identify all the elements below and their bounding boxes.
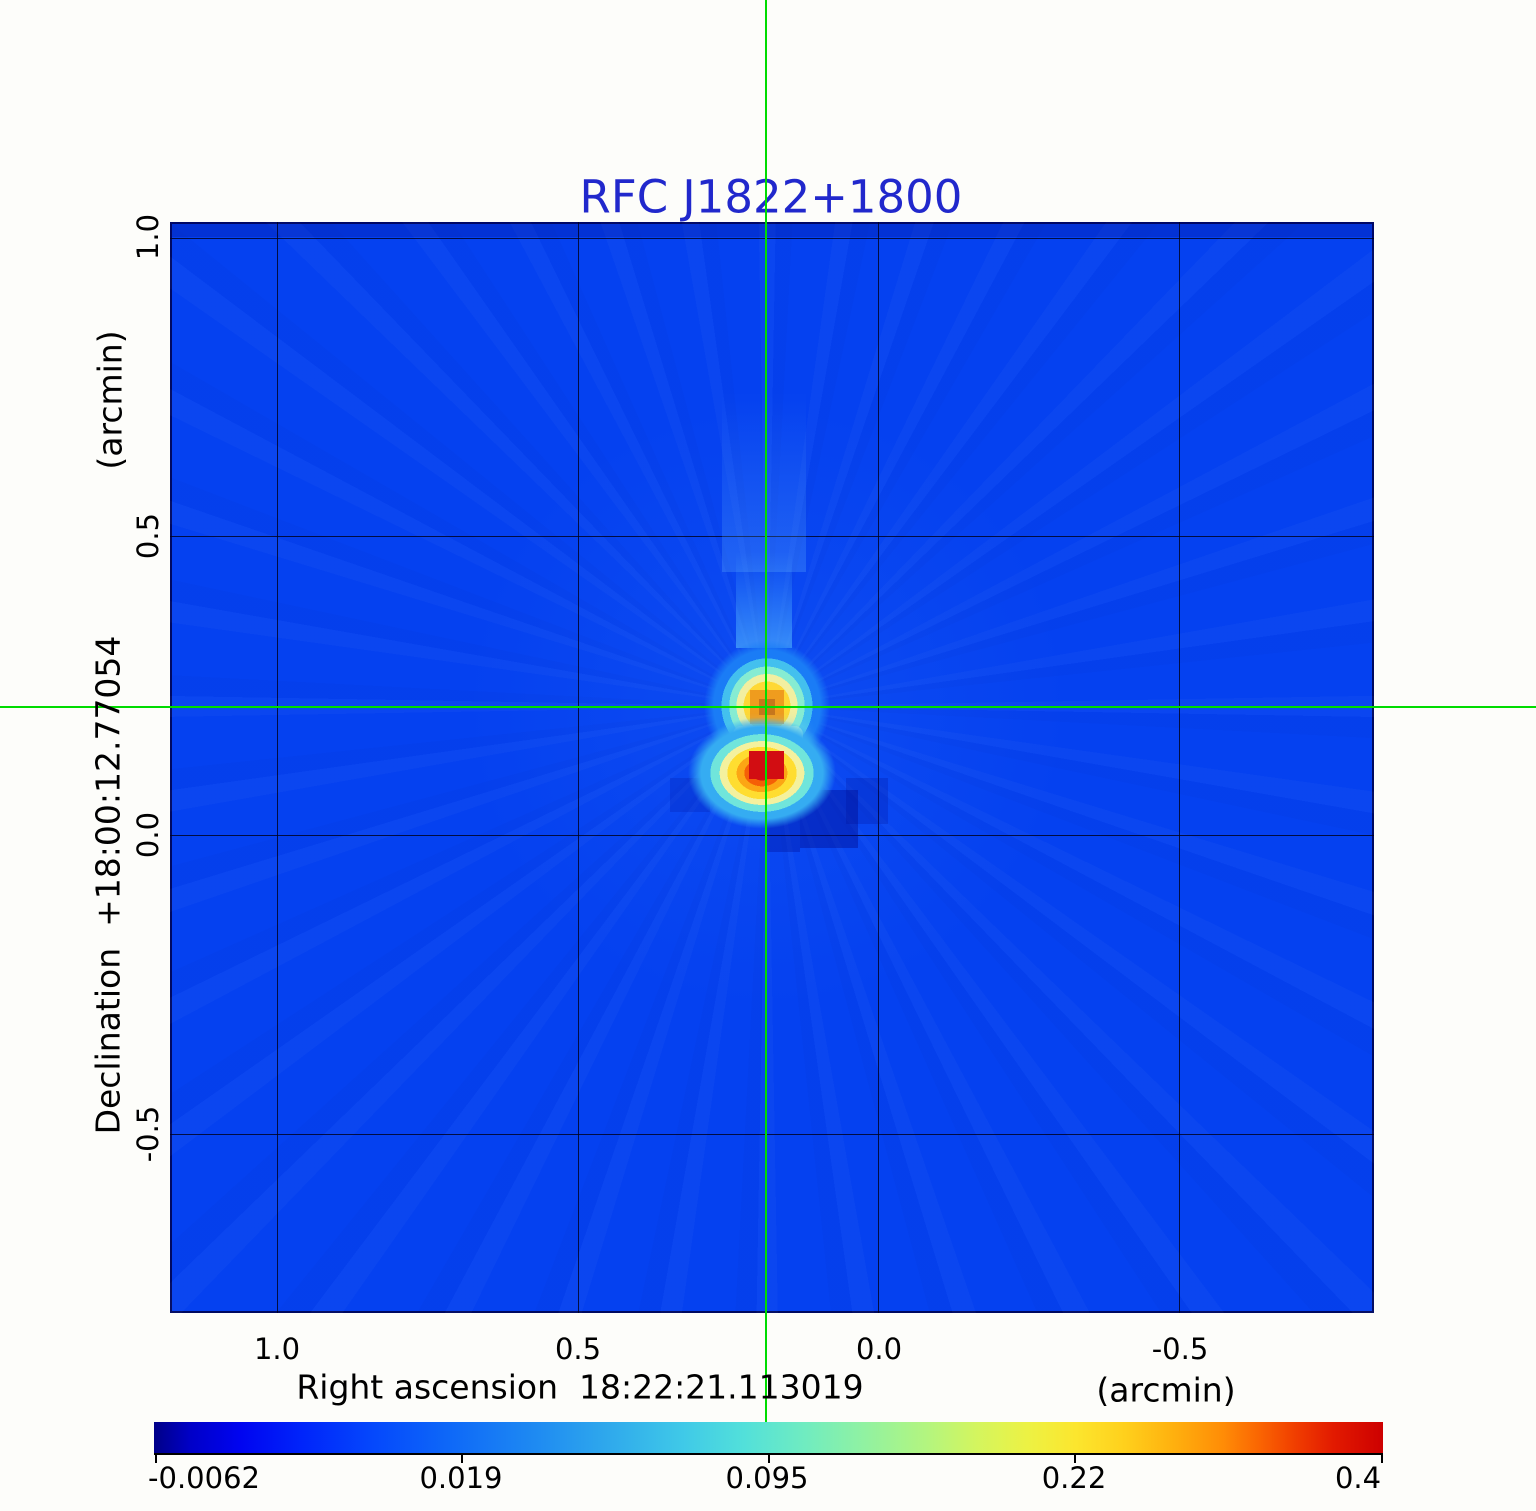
grid-line-dec-1.0 [170, 238, 1374, 239]
grid-line-ra--0.5 [1179, 222, 1180, 1313]
colorbar-tick [1381, 1455, 1383, 1463]
colorbar-tick [768, 1455, 770, 1463]
x-axis-label: Right ascension 18:22:21.113019 [296, 1367, 864, 1407]
y-tick-label-1.0: 1.0 [131, 213, 165, 261]
crosshair-vertical-line [765, 0, 767, 1422]
x-tick-label--0.5: -0.5 [1151, 1332, 1209, 1366]
x-axis-unit-label: (arcmin) [1096, 1370, 1236, 1410]
grid-line-dec-0.5 [170, 536, 1374, 537]
crosshair-horizontal-line [0, 706, 1536, 708]
y-tick-label-0.5: 0.5 [131, 512, 165, 560]
grid-line-ra-1.0 [277, 222, 278, 1313]
colorbar-tick [1074, 1455, 1076, 1463]
negative-sidelobe-patch [846, 778, 888, 824]
vertical-streak-bright [736, 552, 792, 648]
vertical-streak-faint [722, 392, 806, 572]
y-tick-label--0.5: -0.5 [131, 1105, 165, 1163]
page-title: RFC J1822+1800 [579, 170, 963, 224]
grid-line-dec-0.0 [170, 835, 1374, 836]
colorbar-tick-label: 0.22 [1041, 1461, 1107, 1495]
colorbar-tick-label: 0.019 [419, 1461, 503, 1495]
grid-line-ra-0.0 [878, 222, 879, 1313]
colorbar-tick-label: 0.095 [725, 1461, 809, 1495]
x-tick-label-0.5: 0.5 [554, 1332, 602, 1366]
colorbar-tick-label: 0.4 [1334, 1461, 1382, 1495]
sky-image [170, 222, 1374, 1313]
colorbar-tick [461, 1455, 463, 1463]
colorbar-tick-label: -0.0062 [148, 1461, 260, 1495]
grid-line-dec--0.5 [170, 1134, 1374, 1135]
colorbar-gradient [154, 1422, 1383, 1455]
colorbar-tick [155, 1455, 157, 1463]
y-axis-label: Declination +18:00:12.77054 [88, 635, 128, 1135]
x-tick-label-0.0: 0.0 [855, 1332, 903, 1366]
grid-line-ra-0.5 [578, 222, 579, 1313]
y-tick-label-0.0: 0.0 [131, 811, 165, 859]
y-axis-unit-label: (arcmin) [90, 330, 130, 470]
image-top-dark-band [170, 222, 1374, 237]
x-tick-label-1.0: 1.0 [253, 1332, 301, 1366]
